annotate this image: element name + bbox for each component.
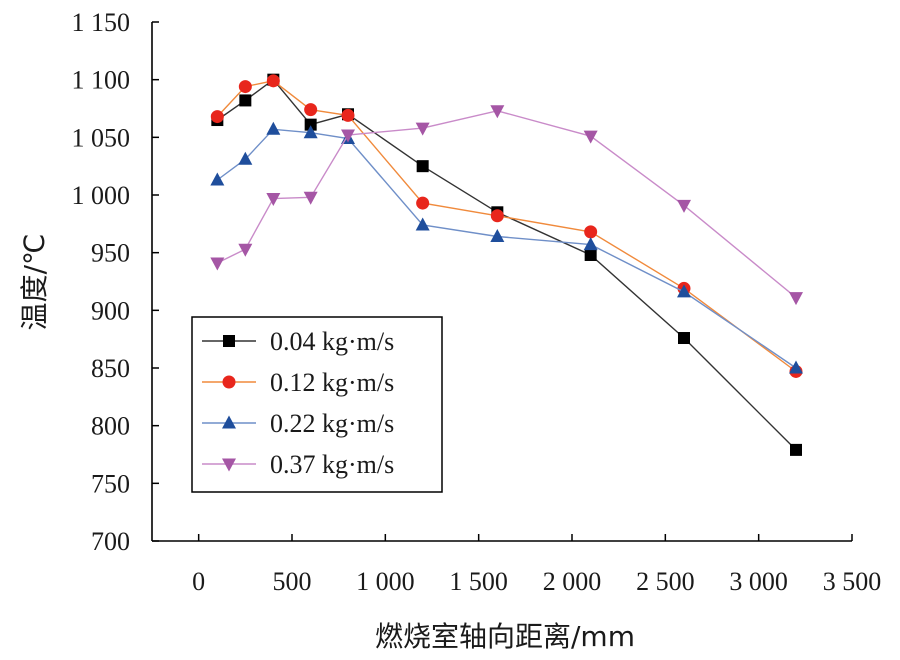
legend-marker [222,415,236,429]
y-tick-label: 1 100 [72,66,131,95]
data-point [677,199,691,213]
legend-items: 0.04 kg·m/s 0.12 kg·m/s 0.22 kg·m/s 0.37 kg… [202,327,394,479]
series-group [210,73,803,456]
series-2 [210,74,803,378]
data-point [210,257,225,271]
y-tick-label: 900 [91,296,130,325]
series-line [216,78,797,451]
x-tick-label: 1 500 [449,567,508,596]
x-tick-label: 3 000 [729,567,788,596]
legend-label: 0.12 kg·m/s [270,368,394,397]
data-point [789,360,803,374]
legend-item: 0.12 kg·m/s [202,368,394,397]
y-axis-title: 温度/℃ [18,234,51,331]
legend-item: 0.04 kg·m/s [202,327,394,356]
data-point [341,108,355,122]
x-tick-label: 500 [273,567,312,596]
y-tick-label: 700 [91,527,130,556]
series-line [216,110,797,299]
data-point [790,443,802,456]
data-point [415,122,430,136]
legend-label: 0.22 kg·m/s [270,409,394,438]
y-axis-ticks: 700 750 800 850 900 950 1 000 1 050 1 100 1 150 [72,8,159,556]
y-tick-label: 1 150 [72,8,131,37]
legend-item: 0.37 kg·m/s [202,450,394,479]
legend: 0.04 kg·m/s 0.12 kg·m/s 0.22 kg·m/s 0.37 kg… [191,316,443,493]
y-tick-label: 1 000 [72,181,131,210]
data-point [416,160,429,173]
axes [151,22,852,542]
data-point [304,118,317,131]
data-point [266,192,281,206]
data-point [238,80,252,94]
data-point [210,110,224,124]
x-tick-label: 2 500 [636,567,695,596]
y-tick-label: 850 [91,354,130,383]
x-tick-label: 3 500 [823,567,882,596]
data-point [341,129,355,143]
legend-item: 0.22 kg·m/s [202,409,394,438]
x-axis-title: 燃烧室轴向距离/mm [375,620,635,653]
x-tick-label: 1 000 [356,567,415,596]
x-axis-ticks: 0 500 1 000 1 500 2 000 2 500 3 000 3 500 [192,534,881,596]
data-point [416,196,430,210]
data-point [238,243,253,257]
series-line [216,80,797,373]
x-tick-label: 2 000 [543,567,602,596]
data-point [239,94,252,107]
y-tick-label: 750 [91,469,130,498]
data-point [415,217,430,231]
legend-marker [223,335,235,347]
y-tick-label: 800 [91,412,130,441]
series-4 [210,105,803,306]
data-point [303,125,318,139]
data-point [584,225,598,239]
data-point [304,103,318,117]
data-point [490,229,505,243]
data-point [266,74,280,88]
data-point [303,191,318,205]
legend-label: 0.04 kg·m/s [270,327,394,356]
series-line [216,128,797,369]
data-point [238,151,253,165]
x-tick-label: 0 [192,567,205,596]
legend-marker [222,375,236,389]
legend-marker [222,458,236,472]
data-point [490,209,504,223]
y-tick-label: 1 050 [72,123,131,152]
data-point [266,121,281,135]
data-point [584,248,597,261]
data-point [583,130,598,144]
data-point [210,172,225,186]
data-point [677,284,691,298]
data-point [583,237,598,251]
y-tick-label: 950 [91,239,130,268]
data-point [789,292,803,306]
legend-label: 0.37 kg·m/s [270,450,394,479]
data-point [490,105,505,119]
data-point [678,332,690,345]
